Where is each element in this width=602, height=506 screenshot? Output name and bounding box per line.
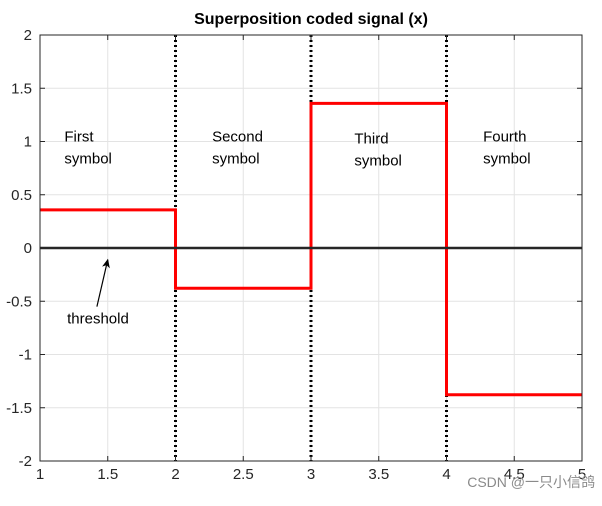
annotation-text: Fourth symbol (483, 129, 531, 168)
x-tick-label: 2.5 (233, 466, 254, 483)
y-tick-label: 2 (24, 27, 32, 44)
y-tick-label: -0.5 (6, 293, 32, 310)
x-tick-label: 4 (442, 466, 450, 483)
axis-ticks: 1 1.5 2 2.5 3 3.5 4 4.5 5 2 1.5 1 0.5 0 -0.5 -1 -1.5 -2 (6, 27, 586, 483)
x-tick-label: 1 (36, 466, 44, 483)
x-tick-label: 5 (578, 466, 586, 483)
annotation-line: symbol (212, 151, 260, 168)
annotation-line: Fourth (483, 129, 526, 146)
annotation-text: Third symbol (354, 131, 402, 170)
x-tick-label: 3.5 (368, 466, 389, 483)
y-tick-label: 1 (24, 134, 32, 151)
annotation-line: Second (212, 129, 263, 146)
x-tick-label: 3 (307, 466, 315, 483)
y-tick-label: -1.5 (6, 400, 32, 417)
x-tick-label: 4.5 (504, 466, 525, 483)
annotation-text: threshold (67, 311, 129, 328)
annotation-line: Third (354, 131, 388, 148)
threshold-arrow (96, 258, 110, 307)
series-layer (40, 101, 582, 397)
annotation-line: symbol (483, 151, 531, 168)
y-tick-label: 0.5 (11, 187, 32, 204)
annotation-line: symbol (354, 153, 402, 170)
y-tick-label: -2 (19, 453, 32, 470)
y-tick-label: -1 (19, 347, 32, 364)
x-tick-label: 2 (171, 466, 179, 483)
x-tick-label: 1.5 (97, 466, 118, 483)
annotation-line: First (64, 129, 94, 146)
annotation-text: Second symbol (212, 129, 263, 168)
y-tick-label: 0 (24, 240, 32, 257)
watermark-text: CSDN @一只小信鸽 (467, 474, 595, 490)
y-tick-label: 1.5 (11, 80, 32, 97)
chart-title: Superposition coded signal (x) (194, 11, 428, 28)
signal-step-line (40, 101, 582, 397)
annotation-line: symbol (64, 151, 112, 168)
annotation-text: First symbol (64, 129, 112, 168)
annotation-line: threshold (67, 311, 129, 328)
